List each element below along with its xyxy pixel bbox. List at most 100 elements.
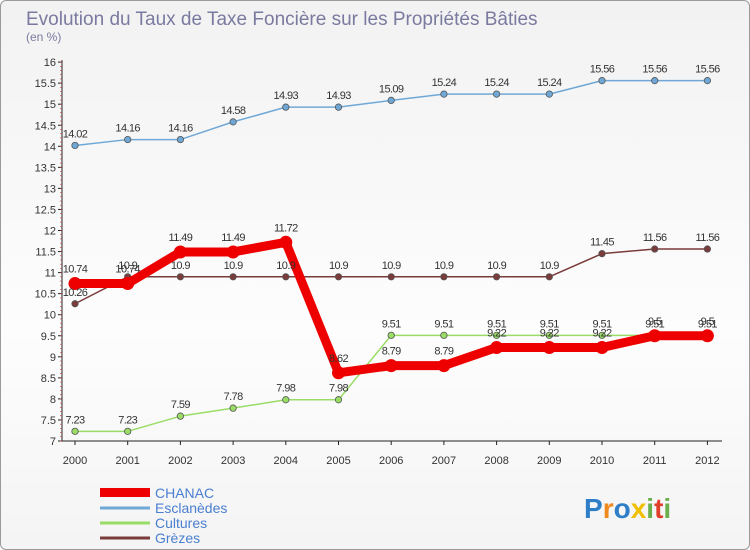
axes: 7 7.5 8 8.5 9 9.5 10 10.5 11 11.5 12 12.5 13 13.5 14 14… (35, 57, 722, 467)
legend-swatch-chanac (100, 488, 150, 497)
data-point-grezes (71, 300, 79, 308)
proxiti-logo: Proxiti (584, 493, 671, 524)
data-label-esclanedes: 15.09 (379, 83, 404, 95)
data-label-grezes: 10.9 (118, 260, 137, 272)
data-point-cultures (71, 427, 79, 435)
data-label-chanac: 10.74 (115, 264, 140, 276)
legend-label-esclanedes: Esclanèdes (155, 500, 227, 516)
data-point-chanac (121, 277, 135, 291)
y-tick-label: 15.5 (35, 78, 56, 90)
data-label-cultures: 9.51 (382, 318, 401, 330)
data-label-grezes: 10.9 (487, 260, 506, 272)
data-point-grezes (387, 273, 395, 281)
x-tick-label: 2009 (537, 455, 561, 467)
x-tick-label: 2003 (221, 455, 245, 467)
y-tick-label: 9 (50, 352, 56, 364)
x-tick-label: 2011 (643, 455, 667, 467)
data-label-cultures: 9.51 (540, 318, 559, 330)
data-point-esclanedes (440, 90, 448, 98)
data-label-esclanedes: 15.56 (642, 64, 667, 76)
data-label-chanac: 8.79 (382, 346, 401, 358)
data-label-cultures: 9.51 (592, 318, 611, 330)
data-point-esclanedes (387, 96, 395, 105)
data-point-esclanedes (282, 103, 290, 111)
data-point-grezes (545, 273, 553, 281)
y-tick-label: 10.5 (35, 289, 56, 301)
data-label-cultures: 9.51 (645, 318, 664, 330)
data-point-grezes (334, 273, 343, 281)
data-label-esclanedes: 15.24 (484, 77, 509, 89)
data-point-grezes (229, 273, 237, 281)
data-point-cultures (229, 404, 237, 412)
data-label-cultures: 7.23 (65, 414, 84, 426)
data-label-esclanedes: 14.16 (115, 123, 140, 135)
svg-text:Proxiti: Proxiti (584, 493, 671, 524)
x-tick-label: 2001 (115, 455, 139, 467)
data-label-cultures: 9.51 (487, 318, 506, 330)
data-label-chanac: 11.49 (169, 232, 193, 244)
data-label-grezes: 10.9 (382, 260, 401, 272)
x-tick-label: 2010 (590, 455, 614, 467)
data-point-esclanedes (229, 118, 237, 126)
y-tick-label: 8.5 (41, 373, 56, 385)
data-point-grezes (651, 245, 659, 253)
data-point-grezes (598, 250, 606, 258)
x-tick-label: 2007 (432, 455, 456, 467)
data-label-grezes: 11.56 (643, 232, 667, 244)
data-point-cultures (334, 396, 343, 404)
data-point-chanac (437, 359, 451, 373)
data-label-esclanedes: 14.02 (63, 128, 88, 140)
y-tick-label: 7 (50, 436, 56, 448)
y-tick-label: 7.5 (41, 415, 56, 427)
x-tick-label: 2000 (63, 455, 87, 467)
legend-label-cultures: Cultures (155, 515, 207, 531)
data-point-cultures (282, 396, 290, 404)
data-label-chanac: 9.22 (540, 328, 559, 340)
data-label-chanac: 9.22 (487, 328, 506, 340)
data-point-chanac (648, 329, 662, 343)
data-point-esclanedes (492, 90, 501, 98)
data-point-grezes (176, 273, 184, 281)
data-point-chanac (542, 341, 556, 355)
data-label-esclanedes: 14.93 (274, 90, 299, 102)
x-tick-label: 2002 (168, 455, 192, 467)
x-tick-label: 2012 (695, 455, 719, 467)
data-label-grezes: 10.9 (540, 260, 559, 272)
y-tick-label: 11 (45, 268, 56, 280)
data-label-chanac: 8.79 (434, 346, 453, 358)
data-point-chanac (595, 341, 609, 355)
data-label-cultures: 7.23 (118, 414, 137, 426)
y-tick-label: 12.5 (35, 204, 56, 216)
data-point-chanac (279, 235, 293, 249)
data-label-chanac: 8.62 (329, 353, 348, 365)
data-label-cultures: 7.59 (171, 399, 190, 411)
data-point-chanac (700, 329, 714, 343)
data-point-esclanedes (334, 103, 343, 111)
data-label-esclanedes: 15.56 (695, 64, 720, 76)
data-point-grezes (492, 273, 501, 281)
data-label-esclanedes: 14.58 (221, 105, 246, 117)
data-point-chanac (332, 366, 345, 380)
data-point-chanac (384, 359, 398, 373)
data-label-cultures: 9.51 (434, 318, 453, 330)
data-label-chanac: 9.5 (648, 316, 662, 328)
data-label-cultures: 7.98 (276, 383, 295, 395)
data-point-cultures (598, 331, 606, 339)
data-label-grezes: 10.9 (434, 260, 453, 272)
y-tick-label: 11.5 (35, 247, 56, 259)
y-tick-label: 13.5 (35, 162, 56, 174)
plot-area (68, 77, 714, 435)
y-tick-label: 14.5 (35, 120, 56, 132)
data-label-chanac: 9.5 (701, 316, 715, 328)
data-point-esclanedes (124, 135, 132, 144)
data-point-grezes (282, 273, 290, 281)
data-point-grezes (703, 245, 712, 253)
data-label-esclanedes: 15.56 (590, 64, 615, 76)
data-label-grezes: 10.9 (224, 260, 243, 272)
x-tick-label: 2005 (326, 455, 350, 467)
data-point-esclanedes (71, 141, 79, 150)
data-label-grezes: 10.9 (329, 260, 348, 272)
data-point-chanac (226, 245, 240, 259)
data-label-cultures: 7.78 (224, 391, 243, 403)
